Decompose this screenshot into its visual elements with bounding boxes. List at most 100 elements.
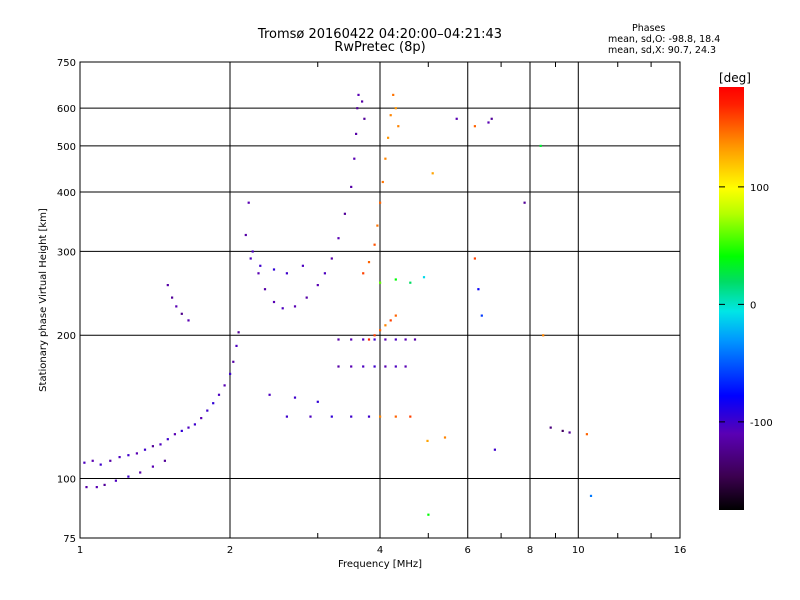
data-point xyxy=(223,384,226,387)
x-tick-label: 4 xyxy=(377,545,383,556)
data-point xyxy=(285,415,288,418)
data-point xyxy=(523,201,526,204)
data-point xyxy=(379,329,382,332)
y-tick-label: 100 xyxy=(57,475,76,486)
data-point xyxy=(263,288,267,291)
data-point xyxy=(350,415,353,418)
data-point xyxy=(166,438,169,441)
y-tick-label: 600 xyxy=(57,104,76,115)
data-point xyxy=(109,459,112,462)
data-point xyxy=(305,296,308,299)
chart-title-line1: Tromsø 20160422 04:20:00–04:21:43 xyxy=(257,27,503,42)
data-point xyxy=(193,423,196,426)
data-point xyxy=(379,281,382,284)
data-point xyxy=(568,431,571,434)
data-point xyxy=(330,257,333,260)
data-point xyxy=(413,338,417,341)
data-point xyxy=(206,409,209,412)
data-point xyxy=(330,415,333,418)
data-point xyxy=(362,365,365,368)
data-point xyxy=(118,456,121,459)
data-point xyxy=(473,257,476,260)
data-point xyxy=(229,372,232,375)
data-point xyxy=(379,201,382,204)
phase-stats-o: mean, sd,O: -98.8, 18.4 xyxy=(608,34,721,45)
data-point xyxy=(237,331,240,334)
x-tick-label: 6 xyxy=(465,545,471,556)
colorbar-tick-label: -100 xyxy=(750,418,773,429)
data-point xyxy=(114,479,117,482)
y-tick-label: 400 xyxy=(57,188,76,199)
data-point xyxy=(309,415,312,418)
grid-lines xyxy=(80,62,680,538)
data-point xyxy=(103,483,106,486)
data-point xyxy=(251,250,254,253)
data-point xyxy=(379,415,382,418)
data-point xyxy=(361,100,364,103)
colorbar xyxy=(719,87,744,510)
data-point xyxy=(151,445,154,448)
data-point xyxy=(561,429,564,432)
scatter-points xyxy=(83,93,593,516)
data-point xyxy=(549,426,552,429)
data-point xyxy=(293,396,297,399)
data-point xyxy=(473,125,476,128)
phase-stats-x: mean, sd,X: 90.7, 24.3 xyxy=(608,45,717,56)
data-point xyxy=(232,360,235,363)
data-point xyxy=(394,338,397,341)
colorbar-ticks: 100 0 -100 xyxy=(719,183,773,429)
data-point xyxy=(337,338,340,341)
data-point xyxy=(373,334,376,337)
data-point xyxy=(159,443,162,446)
data-point xyxy=(480,314,483,317)
data-point xyxy=(151,465,154,468)
y-tick-label: 200 xyxy=(57,331,76,342)
data-point xyxy=(585,433,588,436)
data-point xyxy=(404,365,407,368)
y-tick-label: 750 xyxy=(57,58,76,69)
data-point xyxy=(217,393,221,396)
data-point xyxy=(316,284,319,287)
colorbar-tick-label: 100 xyxy=(750,183,769,194)
data-point xyxy=(127,454,130,457)
data-point xyxy=(384,338,387,341)
colorbar-label: [deg] xyxy=(719,71,751,85)
data-point xyxy=(135,452,138,455)
data-point xyxy=(353,157,356,160)
data-point xyxy=(362,272,365,275)
data-point xyxy=(373,243,376,246)
data-point xyxy=(589,494,593,497)
y-tick-label: 500 xyxy=(57,142,76,153)
data-point xyxy=(493,448,496,451)
data-point xyxy=(367,338,371,341)
data-point xyxy=(404,338,407,341)
data-point xyxy=(373,338,376,341)
x-tick-label: 16 xyxy=(674,545,687,556)
data-point xyxy=(99,463,102,466)
data-point xyxy=(392,93,395,96)
data-point xyxy=(363,117,366,120)
data-point xyxy=(387,136,390,139)
data-point xyxy=(171,296,174,299)
data-point xyxy=(85,486,88,489)
data-point xyxy=(355,132,358,135)
data-point xyxy=(175,305,178,308)
data-point xyxy=(389,114,392,117)
data-point xyxy=(180,429,183,432)
x-tick-label: 1 xyxy=(77,545,83,556)
data-point xyxy=(235,344,238,347)
data-point xyxy=(272,268,276,271)
data-point xyxy=(247,201,250,204)
data-point xyxy=(343,212,346,215)
data-point xyxy=(91,459,94,462)
data-point xyxy=(268,393,271,396)
data-point xyxy=(394,314,397,317)
x-axis-label: Frequency [MHz] xyxy=(338,559,422,570)
data-point xyxy=(389,319,392,322)
data-point xyxy=(244,233,247,237)
data-point xyxy=(381,180,384,184)
data-point xyxy=(539,144,542,147)
data-point xyxy=(376,224,379,227)
data-point xyxy=(362,338,365,341)
